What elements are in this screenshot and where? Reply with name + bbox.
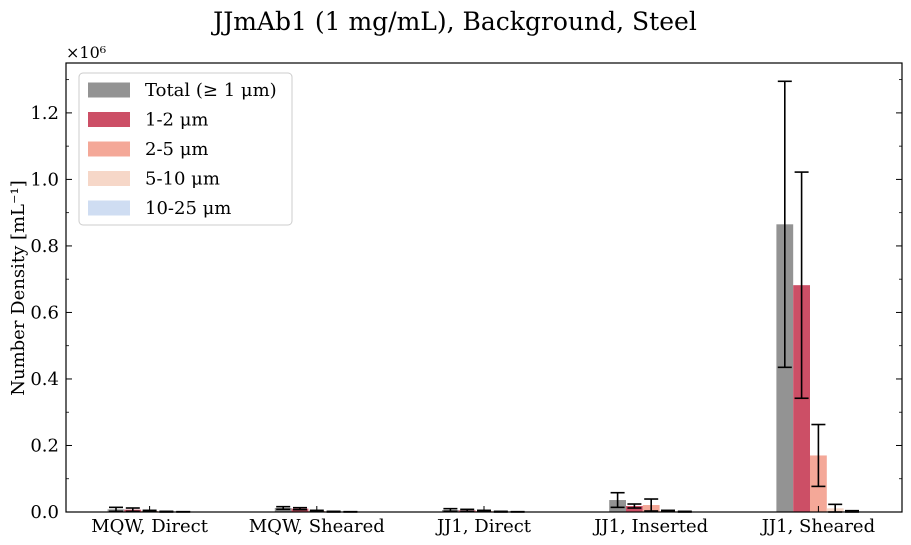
error-bar [610,491,625,509]
x-tick-label: JJ1, Sheared [760,516,875,537]
legend-box [78,72,293,226]
y-tick-label: 0.6 [30,302,59,323]
legend-label: 5-10 μm [145,169,220,190]
error-bar [777,80,792,369]
legend-label: 10-25 μm [145,198,231,219]
legend-swatch [88,200,130,216]
x-tick-label: MQW, Sheared [249,516,385,537]
y-axis-multiplier: ×10⁶ [66,43,106,62]
y-tick-label: 0.2 [30,435,59,456]
error-bar [109,506,123,513]
legend-swatch [88,112,130,127]
chart-title: JJmAb1 (1 mg/mL), Background, Steel [210,7,697,36]
bar [626,506,643,512]
y-tick-label: 0.8 [30,236,59,257]
legend-label: 1-2 μm [145,110,208,131]
error-bar [794,171,809,400]
legend-swatch [88,82,130,98]
y-tick-label: 1.0 [30,169,59,190]
error-bar [125,507,140,513]
legend-swatch [88,171,130,186]
bar [776,224,794,512]
y-tick-label: 0.0 [30,502,59,523]
y-tick-label: 1.2 [30,103,59,124]
error-bar [811,423,826,488]
x-axis-ticks: MQW, Direct MQW, Sheared JJ1, Direct JJ1, I… [91,506,875,537]
y-axis-ticks: 0.0 0.2 0.4 0.6 0.8 1.0 1.2 [30,79,902,523]
legend: Total (≥ 1 μm) 1-2 μm 2-5 μm 5-10 μm 10-25 μ… [78,72,293,226]
error-bar [627,503,642,509]
error-bar [293,506,307,511]
x-tick-label: JJ1, Inserted [592,516,708,537]
y-axis-label: Number Density [mL⁻¹] [8,180,29,396]
legend-swatch [88,141,130,157]
y-tick-label: 0.4 [30,369,59,390]
error-bar [276,505,291,511]
error-bar [460,508,475,513]
x-tick-label: MQW, Direct [91,516,209,537]
legend-label: 2-5 μm [145,139,208,160]
error-bar [443,507,458,513]
legend-label: Total (≥ 1 μm) [145,80,277,101]
bars-layer [107,224,861,512]
x-tick-label: JJ1, Direct [435,516,532,537]
